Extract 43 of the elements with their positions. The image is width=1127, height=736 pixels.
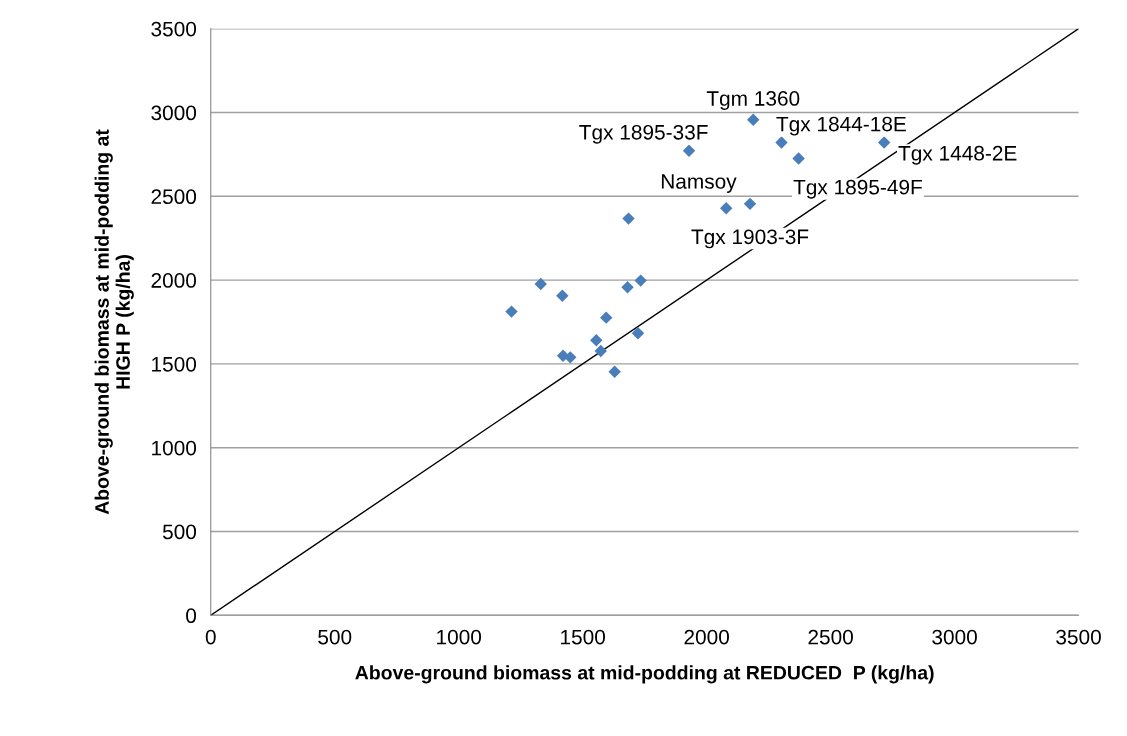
point <box>594 344 607 358</box>
point <box>631 327 645 340</box>
point <box>775 136 788 149</box>
x-tick-label: 2500 <box>808 629 853 645</box>
y-tick-label: 2500 <box>151 189 197 205</box>
point <box>622 212 635 225</box>
y-tick-label: 1500 <box>152 356 197 372</box>
y-tick-label: 1000 <box>152 440 197 456</box>
point <box>877 136 891 149</box>
x-tick-label: 500 <box>318 629 352 645</box>
annotation: Tgx 1903-3F <box>691 229 809 249</box>
y-tick-label: 2000 <box>151 273 197 288</box>
point <box>792 152 805 165</box>
annotation: Tgx 1895-33F <box>579 124 708 144</box>
point <box>634 274 647 287</box>
point <box>556 289 569 302</box>
x-tick-label: 1500 <box>561 629 606 645</box>
point <box>590 334 603 347</box>
point <box>608 365 621 378</box>
point <box>600 311 613 324</box>
x-tick-label: 1000 <box>437 629 482 645</box>
x-tick-label: 3000 <box>932 629 977 645</box>
annotation: Tgx 1844-18E <box>776 116 906 136</box>
x-tick-label: 2000 <box>684 629 729 645</box>
y-tick-label: 0 <box>186 608 197 624</box>
point <box>743 197 757 211</box>
y-tick-label: 3500 <box>151 21 197 37</box>
point <box>534 277 547 291</box>
point <box>747 113 760 126</box>
x-tick-label: 3500 <box>1056 629 1101 645</box>
y-axis-title: Above-ground biomass at mid-podding at HIGH P (kg/ha) <box>94 129 134 515</box>
point <box>505 305 518 318</box>
annotation: Namsoy <box>661 174 737 193</box>
x-axis-title: Above-ground biomass at mid-podding at REDUCED P (kg/ha) <box>355 665 934 684</box>
annotation: Tgx 1895-49F <box>793 179 922 199</box>
point <box>682 144 696 157</box>
annotation: Tgm 1360 <box>706 91 800 110</box>
y-tick-label: 3000 <box>151 105 197 121</box>
x-tick-label: 0 <box>205 629 216 645</box>
annotation: Tgx 1448-2E <box>898 145 1017 165</box>
point <box>720 201 733 215</box>
point <box>621 281 634 294</box>
y-tick-label: 500 <box>162 524 197 540</box>
